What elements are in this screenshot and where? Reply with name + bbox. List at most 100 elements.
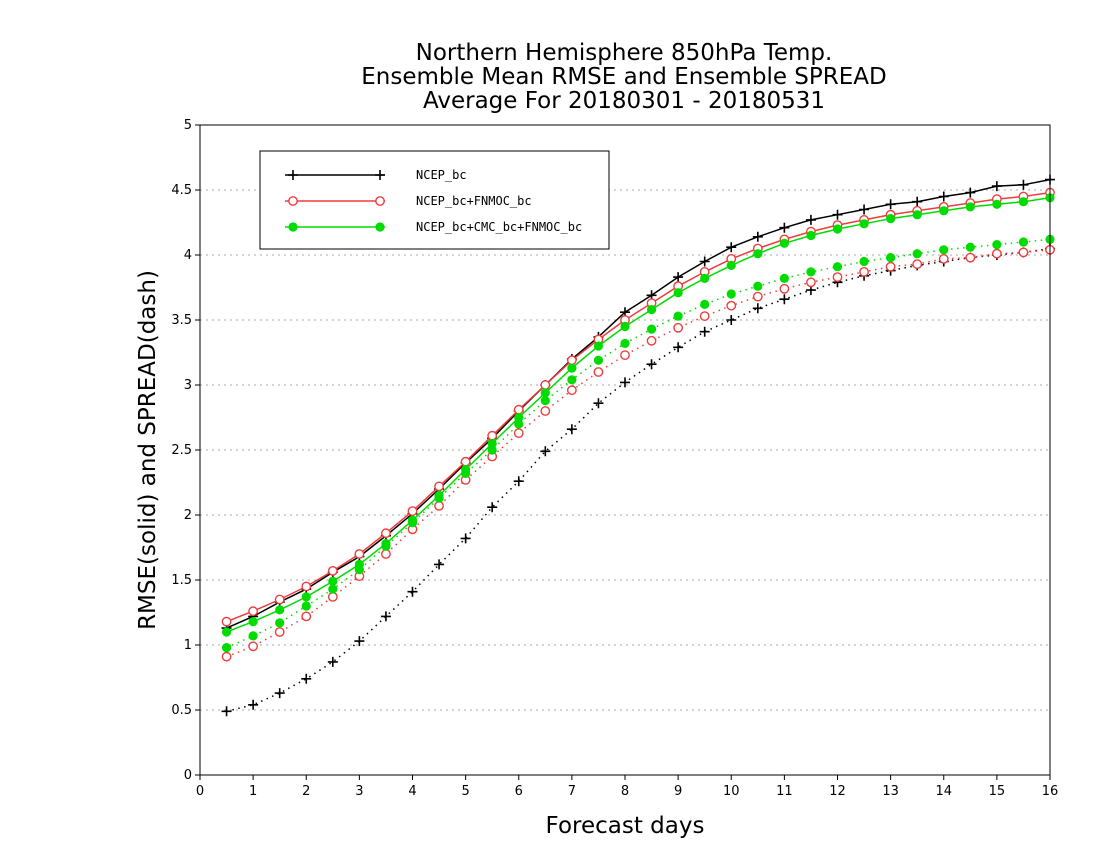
legend-label: NCEP_bc+CMC_bc+FNMOC_bc [416,220,582,234]
data-point [965,187,976,198]
data-point [939,206,949,216]
title-line-3: Average For 20180301 - 20180531 [423,88,825,114]
data-point [806,230,816,241]
data-point [726,289,736,299]
data-point [514,419,524,429]
data-point [646,324,657,334]
data-point [593,355,604,365]
legend: NCEP_bc NCEP_bc+FNMOC_bc NCEP_bc+CMC_bc+FN… [259,150,610,250]
x-tick-label: 2 [302,784,310,799]
legend-marker [288,196,298,206]
y-axis-ticks: 0 0.5 1 1.5 2 2.5 3 3.5 4 4.5 5 [171,118,200,783]
data-point [752,303,763,314]
data-point [620,338,630,348]
data-point [407,586,418,597]
y-tick-label: 0 [184,768,192,783]
data-point [460,533,471,544]
data-point [673,322,684,333]
data-point [248,606,259,617]
y-tick-label: 1 [184,638,192,653]
grid [200,189,1050,711]
data-point [248,641,259,652]
data-point [328,576,338,586]
data-point [221,651,232,662]
x-tick-label: 11 [776,784,793,799]
data-point [381,528,391,539]
legend-entry: NCEP_bc [285,168,467,182]
data-point [779,294,790,305]
x-tick-label: 12 [829,784,846,799]
legend-entry: NCEP_bc+FNMOC_bc [285,194,532,208]
data-point [886,214,896,224]
data-point [726,260,736,270]
title-line-2: Ensemble Mean RMSE and Ensemble SPREAD [361,64,886,90]
data-point [620,321,630,332]
legend-label: NCEP_bc [416,168,467,182]
series-line [226,238,1051,649]
data-point [248,699,259,710]
data-point [992,199,1002,209]
y-tick-label: 4.5 [171,183,192,198]
data-point [1018,197,1029,207]
data-point [566,355,577,366]
data-point [700,273,710,283]
x-tick-label: 4 [408,784,416,799]
data-point [646,335,657,346]
data-point [646,305,657,315]
data-point [407,506,418,516]
data-point [991,181,1002,192]
x-tick-label: 14 [935,784,952,799]
data-point [514,412,524,423]
data-point [327,592,338,602]
data-point [699,256,710,267]
data-point [540,406,551,416]
data-point [567,363,577,373]
data-point [593,367,604,377]
data-point [965,242,975,252]
y-tick-label: 4 [184,248,192,263]
data-point [274,688,285,699]
data-point [832,209,843,220]
data-point [779,283,790,294]
data-point [1018,247,1029,258]
y-tick-label: 0.5 [171,703,192,718]
y-tick-label: 5 [184,118,192,133]
x-axis-ticks: 0 1 2 3 4 5 6 7 8 9 10 11 12 13 14 15 16 [196,775,1058,799]
data-point [726,242,737,253]
data-point [434,481,444,492]
data-point [779,222,790,233]
data-point [859,256,869,267]
data-point [513,428,524,438]
data-point [699,326,710,337]
data-point [805,214,816,225]
data-point [646,359,657,370]
data-point [700,299,710,309]
data-point [832,224,843,234]
data-point [965,252,976,263]
data-point [540,446,551,457]
data-point [859,266,869,277]
data-point [380,611,391,622]
data-point [301,601,311,611]
series-ncep-bc-cmc-bc-fnmoc-bc-rmse [221,193,1055,637]
data-point [1018,179,1029,190]
data-point [859,219,869,229]
data-point [859,204,870,215]
x-tick-label: 1 [249,784,257,799]
data-point [673,311,683,321]
legend-marker [375,196,385,206]
data-point [275,618,285,628]
data-point [487,438,497,449]
data-point [753,249,763,259]
data-point [354,636,365,647]
x-tick-label: 3 [355,784,363,799]
data-point [327,566,338,576]
data-point [965,202,975,212]
data-point [248,631,258,641]
y-tick-label: 2 [184,508,192,523]
x-tick-label: 16 [1042,784,1059,799]
data-point [832,272,843,282]
title-line-1: Northern Hemisphere 850hPa Temp. [416,40,833,66]
data-point [434,559,445,570]
data-point [487,445,497,455]
